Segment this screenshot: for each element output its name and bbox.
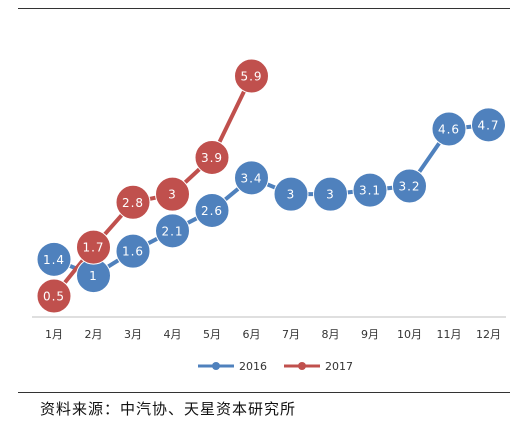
data-point-2016 [471,107,506,143]
data-label-2017: 2.8 [122,196,144,210]
data-point-2017 [155,176,190,212]
x-tick-label: 1月 [45,328,63,341]
data-label-2016: 3 [287,188,296,202]
data-point-2017 [194,139,230,175]
x-tick-label: 3月 [124,328,142,341]
data-label-2017: 1.7 [82,241,104,255]
data-label-2016: 2.1 [161,224,183,238]
data-label-2016: 4.6 [438,122,460,136]
data-label-2017: 3.9 [201,151,223,165]
data-point-2016 [155,213,190,249]
legend-marker-2017 [298,362,306,370]
data-point-2016 [392,168,427,204]
x-tick-label: 10月 [397,328,422,341]
data-label-2016: 3.2 [398,180,420,194]
x-tick-label: 2月 [85,328,103,341]
data-point-2016 [431,111,467,147]
data-label-2017: 0.5 [43,290,65,304]
x-tick-label: 5月 [203,328,221,341]
data-label-2017: 3 [168,188,177,202]
data-point-2016 [115,233,151,269]
x-tick-label: 6月 [243,328,261,341]
data-label-2017: 5.9 [240,70,262,84]
x-tick-label: 8月 [322,328,340,341]
data-label-2016: 3.4 [240,171,262,185]
data-point-2016 [313,176,348,212]
line-chart: 1月 2月 3月 4月 5月 6月 7月 8月 9月 10月 11月 12月 1.4 1 1.6 2.1 2.6… [32,58,506,373]
legend-marker-2016 [212,362,220,370]
data-point-2017 [234,58,269,94]
data-label-2016: 3.1 [359,184,381,198]
data-point-2017 [76,229,111,265]
data-point-2016 [194,192,230,228]
data-label-2016: 1.4 [43,253,65,267]
x-tick-label: 12月 [476,328,501,341]
data-point-2017 [36,278,72,314]
x-tick-label: 11月 [437,328,462,341]
data-point-2016 [273,176,309,212]
data-label-2016: 1.6 [122,245,144,259]
data-point-2016 [36,241,72,277]
legend-label-2017: 2017 [325,360,353,373]
data-label-2016: 1 [89,269,98,283]
data-point-2016 [234,160,269,196]
data-label-2016: 2.6 [201,204,223,218]
data-point-2016 [352,172,388,208]
source-note: 资料来源：中汽协、天星资本研究所 [40,400,297,418]
x-tick-label: 7月 [282,328,300,341]
top-rule [18,8,510,9]
x-tick-label: 4月 [164,328,182,341]
x-tick-label: 9月 [361,328,379,341]
data-point-2017 [115,184,151,220]
data-label-2016: 3 [326,188,335,202]
bottom-rule [18,392,510,393]
data-label-2016: 4.7 [477,118,499,132]
legend-label-2016: 2016 [239,360,267,373]
